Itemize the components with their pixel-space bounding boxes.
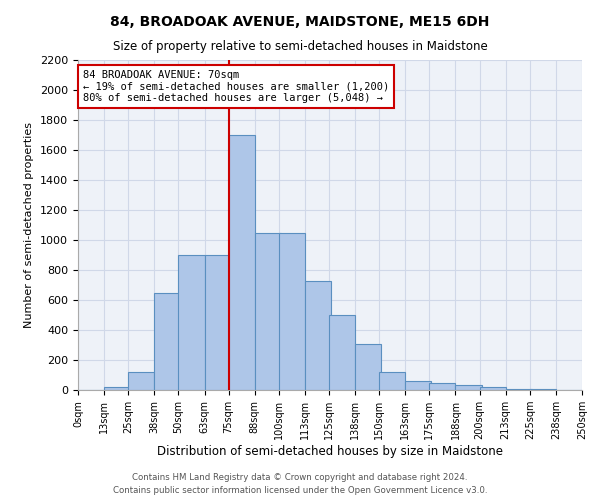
Y-axis label: Number of semi-detached properties: Number of semi-detached properties <box>25 122 34 328</box>
Text: 84 BROADOAK AVENUE: 70sqm
← 19% of semi-detached houses are smaller (1,200)
80% : 84 BROADOAK AVENUE: 70sqm ← 19% of semi-… <box>83 70 389 103</box>
Bar <box>329 315 355 390</box>
Bar <box>229 135 255 390</box>
Bar <box>455 385 482 390</box>
Bar <box>205 255 230 390</box>
Bar <box>506 389 532 390</box>
Bar <box>154 292 181 390</box>
Bar <box>305 281 331 390</box>
Bar <box>255 232 281 390</box>
Bar <box>530 389 556 390</box>
Text: Size of property relative to semi-detached houses in Maidstone: Size of property relative to semi-detach… <box>113 40 487 53</box>
Bar <box>104 387 130 390</box>
Bar <box>379 372 405 390</box>
Bar <box>279 232 305 390</box>
Text: Contains HM Land Registry data © Crown copyright and database right 2024.
Contai: Contains HM Land Registry data © Crown c… <box>113 474 487 495</box>
Bar <box>430 383 455 390</box>
Bar <box>405 381 431 390</box>
Bar <box>479 387 506 390</box>
Bar <box>128 372 154 390</box>
Bar <box>178 255 205 390</box>
X-axis label: Distribution of semi-detached houses by size in Maidstone: Distribution of semi-detached houses by … <box>157 445 503 458</box>
Bar <box>355 344 381 390</box>
Text: 84, BROADOAK AVENUE, MAIDSTONE, ME15 6DH: 84, BROADOAK AVENUE, MAIDSTONE, ME15 6DH <box>110 15 490 29</box>
